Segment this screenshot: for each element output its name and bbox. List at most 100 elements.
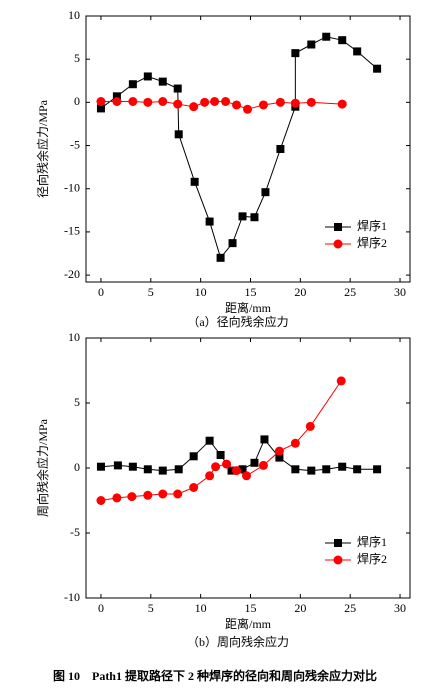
marker — [189, 102, 199, 112]
marker — [158, 466, 167, 475]
marker — [174, 130, 183, 139]
marker — [238, 212, 247, 221]
marker — [261, 188, 270, 197]
x-tick-label: 10 — [195, 285, 207, 299]
marker — [96, 462, 105, 471]
marker — [128, 462, 137, 471]
x-tick-label: 0 — [98, 285, 104, 299]
y-tick-label: 10 — [68, 8, 80, 22]
y-tick-label: -20 — [64, 267, 80, 281]
marker — [250, 213, 259, 222]
y-tick-label: 5 — [74, 395, 80, 409]
marker — [112, 92, 121, 101]
marker — [205, 217, 214, 226]
marker — [143, 72, 152, 81]
y-tick-label: -15 — [64, 224, 80, 238]
marker — [238, 465, 247, 474]
marker — [128, 97, 138, 106]
marker — [336, 376, 346, 386]
marker — [291, 49, 300, 58]
marker — [173, 489, 183, 499]
y-tick-label: -10 — [64, 180, 80, 194]
marker — [305, 421, 315, 431]
marker — [158, 77, 167, 86]
x-tick-label: 15 — [244, 285, 256, 299]
marker — [373, 465, 382, 474]
marker — [232, 100, 242, 110]
marker — [307, 466, 316, 475]
legend-label: 焊序2 — [357, 551, 387, 566]
subplot-caption: （b）周向残余应力 — [187, 634, 289, 649]
marker — [250, 458, 259, 467]
marker — [112, 97, 122, 106]
x-tick-label: 25 — [344, 601, 356, 615]
marker — [113, 461, 122, 470]
marker — [127, 492, 137, 502]
marker — [353, 465, 362, 474]
x-tick-label: 30 — [394, 601, 406, 615]
y-tick-label: 10 — [68, 330, 80, 344]
x-tick-label: 10 — [195, 601, 207, 615]
marker — [174, 465, 183, 474]
marker — [333, 239, 343, 249]
figure-caption: 图 10 Path1 提取路径下 2 种焊序的径向和周向残余应力对比 — [53, 668, 377, 683]
marker — [275, 453, 284, 462]
marker — [210, 97, 220, 106]
marker — [334, 539, 342, 547]
marker — [290, 438, 300, 448]
marker — [227, 466, 236, 475]
marker — [205, 436, 214, 445]
marker — [216, 253, 225, 262]
marker — [205, 471, 215, 481]
marker — [158, 97, 168, 106]
marker — [128, 80, 137, 89]
marker — [228, 239, 237, 248]
legend-label: 焊序1 — [357, 218, 387, 233]
marker — [96, 104, 105, 113]
marker — [143, 465, 152, 474]
marker — [143, 490, 153, 500]
marker — [221, 97, 231, 106]
x-axis-label: 距离/mm — [225, 616, 272, 631]
marker — [353, 47, 362, 56]
marker — [173, 84, 182, 93]
y-tick-label: -5 — [70, 137, 80, 151]
marker — [211, 462, 221, 472]
x-tick-label: 15 — [244, 601, 256, 615]
marker — [334, 223, 342, 231]
x-tick-label: 5 — [148, 285, 154, 299]
marker — [333, 555, 343, 565]
x-tick-label: 20 — [294, 601, 306, 615]
x-tick-label: 20 — [294, 285, 306, 299]
marker — [338, 36, 347, 45]
marker — [291, 465, 300, 474]
y-axis-label: 周向残余应力/MPa — [35, 418, 50, 517]
marker — [112, 493, 122, 503]
marker — [258, 460, 268, 470]
marker — [173, 99, 183, 109]
marker — [338, 462, 347, 471]
marker — [200, 97, 210, 107]
plot-frame — [85, 15, 411, 283]
marker — [96, 496, 106, 505]
marker — [189, 452, 198, 461]
marker — [276, 145, 285, 153]
marker — [222, 459, 232, 469]
marker — [322, 32, 331, 41]
marker — [232, 466, 242, 476]
x-tick-label: 5 — [148, 601, 154, 615]
marker — [258, 100, 268, 110]
marker — [290, 98, 300, 108]
marker — [158, 489, 168, 499]
series-line — [100, 36, 378, 259]
marker — [143, 97, 153, 107]
marker — [275, 97, 285, 107]
marker — [190, 177, 199, 186]
marker — [260, 435, 269, 444]
x-tick-label: 0 — [98, 601, 104, 615]
subplot-caption: （a）径向残余应力 — [187, 314, 288, 329]
marker — [243, 104, 253, 114]
y-tick-label: 0 — [74, 94, 80, 108]
marker — [216, 451, 225, 459]
